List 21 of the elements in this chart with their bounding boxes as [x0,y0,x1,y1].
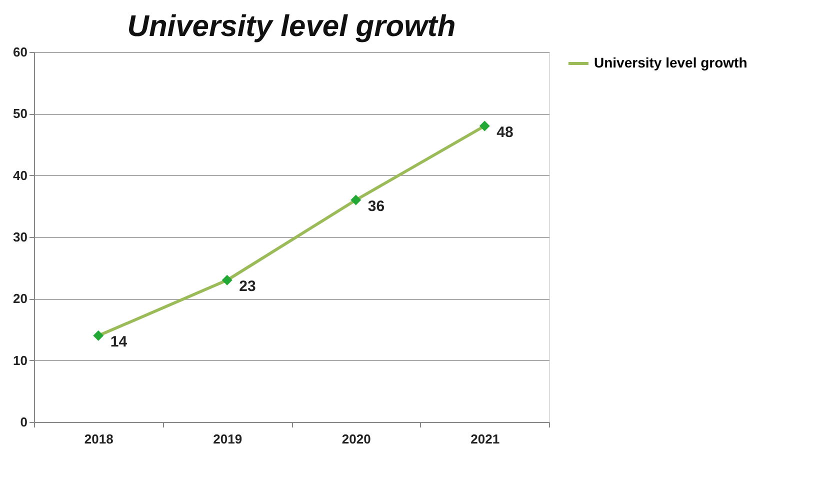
x-tick-label: 2020 [342,432,371,446]
data-label: 14 [110,334,128,351]
x-tick-label: 2019 [213,432,242,446]
data-label: 36 [368,198,385,215]
y-tick-label: 10 [13,352,28,368]
y-tick-label: 60 [13,44,28,60]
y-tick-label: 50 [13,106,28,122]
x-tick-label: 2021 [470,432,500,446]
y-tick-label: 0 [20,414,28,430]
x-tick-label: 2018 [84,432,114,446]
chart-title: University level growth [127,10,456,43]
y-tick-label: 40 [13,168,28,183]
point [350,194,362,206]
y-tick-label: 20 [13,291,28,306]
point [222,274,232,286]
point [93,330,104,341]
data-label: 48 [496,124,514,141]
point [479,120,490,132]
legend-label: University level growth [594,54,748,70]
data-label: 23 [239,278,256,296]
y-tick-label: 30 [13,230,28,244]
